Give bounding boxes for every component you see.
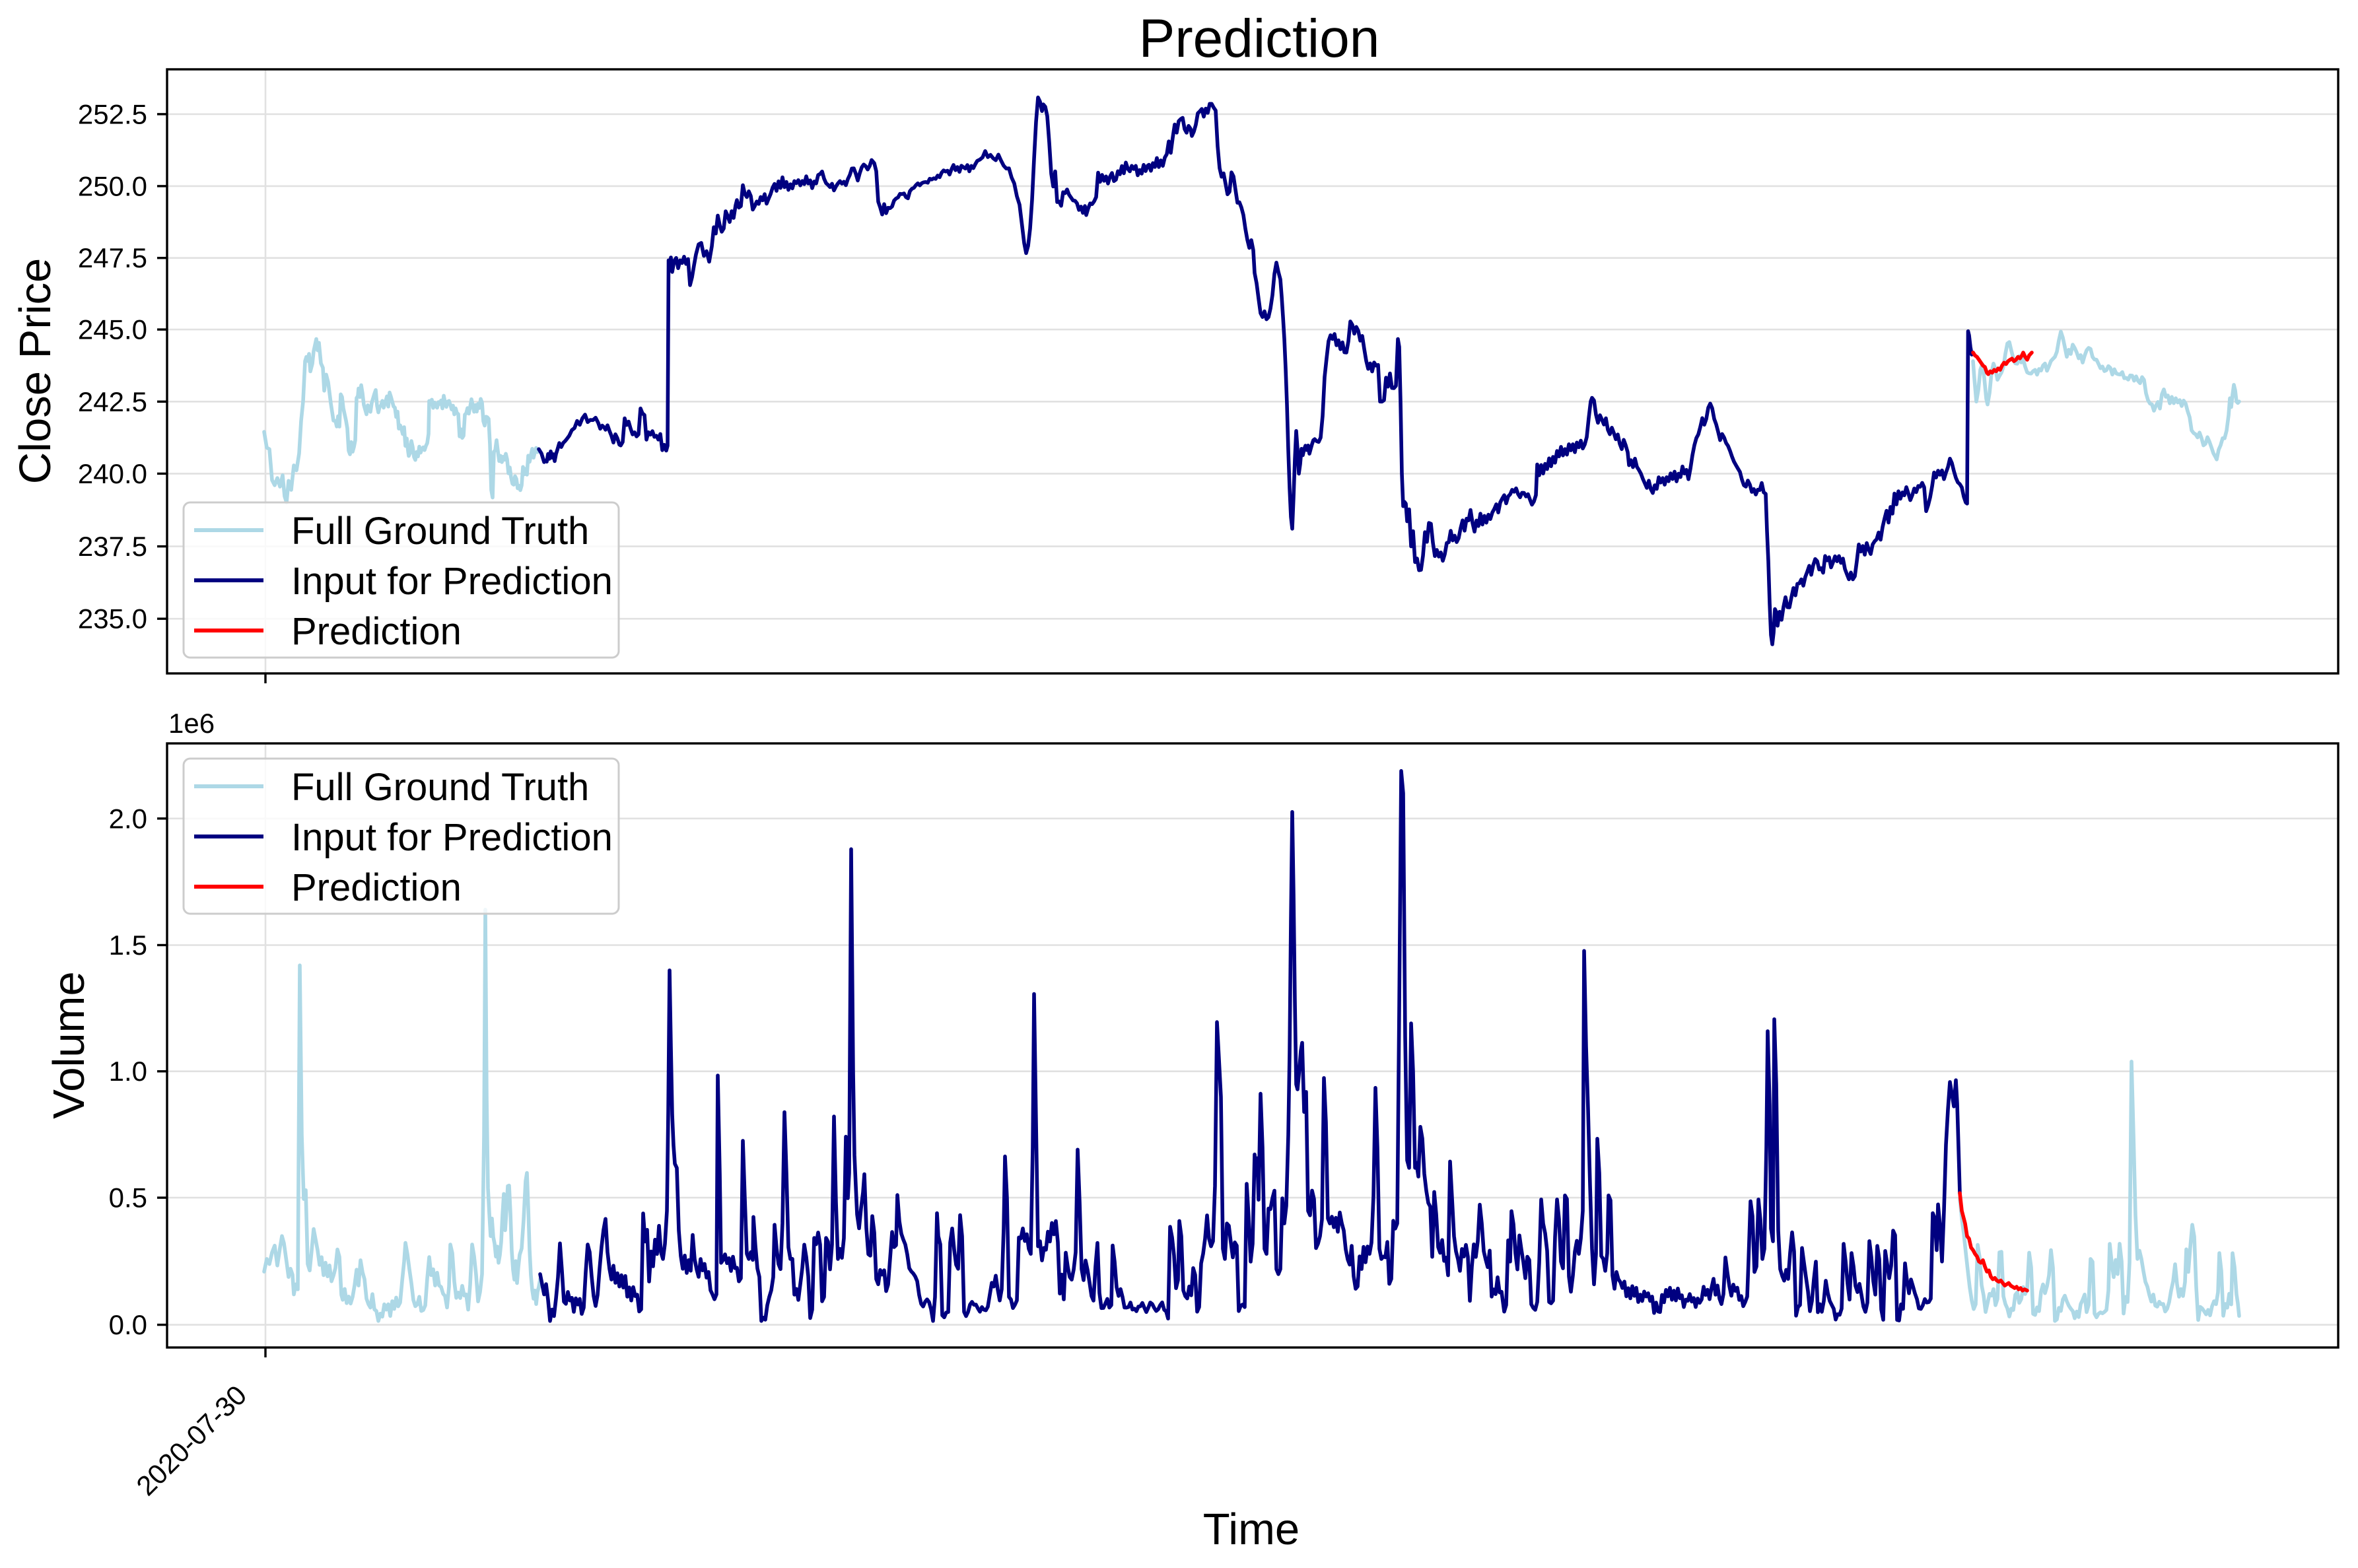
svg-text:Prediction: Prediction bbox=[291, 610, 462, 653]
svg-text:0.0: 0.0 bbox=[109, 1309, 147, 1340]
svg-text:1e6: 1e6 bbox=[168, 708, 215, 739]
svg-text:Full Ground Truth: Full Ground Truth bbox=[291, 766, 589, 809]
svg-text:2.0: 2.0 bbox=[109, 803, 147, 834]
svg-text:245.0: 245.0 bbox=[78, 314, 147, 345]
svg-text:0.5: 0.5 bbox=[109, 1182, 147, 1213]
svg-text:1.0: 1.0 bbox=[109, 1056, 147, 1087]
svg-text:Input for Prediction: Input for Prediction bbox=[291, 560, 613, 603]
svg-text:Time: Time bbox=[1203, 1505, 1300, 1554]
svg-text:Input for Prediction: Input for Prediction bbox=[291, 816, 613, 859]
svg-text:Full Ground Truth: Full Ground Truth bbox=[291, 510, 589, 553]
svg-text:242.5: 242.5 bbox=[78, 386, 147, 417]
svg-text:247.5: 247.5 bbox=[78, 242, 147, 273]
svg-text:Prediction: Prediction bbox=[1139, 9, 1380, 69]
svg-text:Close Price: Close Price bbox=[11, 258, 60, 485]
svg-text:Prediction: Prediction bbox=[291, 866, 462, 909]
svg-text:250.0: 250.0 bbox=[78, 170, 147, 201]
svg-text:235.0: 235.0 bbox=[78, 603, 147, 634]
svg-text:237.5: 237.5 bbox=[78, 531, 147, 562]
svg-text:1.5: 1.5 bbox=[109, 930, 147, 961]
svg-text:Volume: Volume bbox=[44, 971, 94, 1118]
svg-text:252.5: 252.5 bbox=[78, 98, 147, 129]
svg-text:240.0: 240.0 bbox=[78, 458, 147, 489]
